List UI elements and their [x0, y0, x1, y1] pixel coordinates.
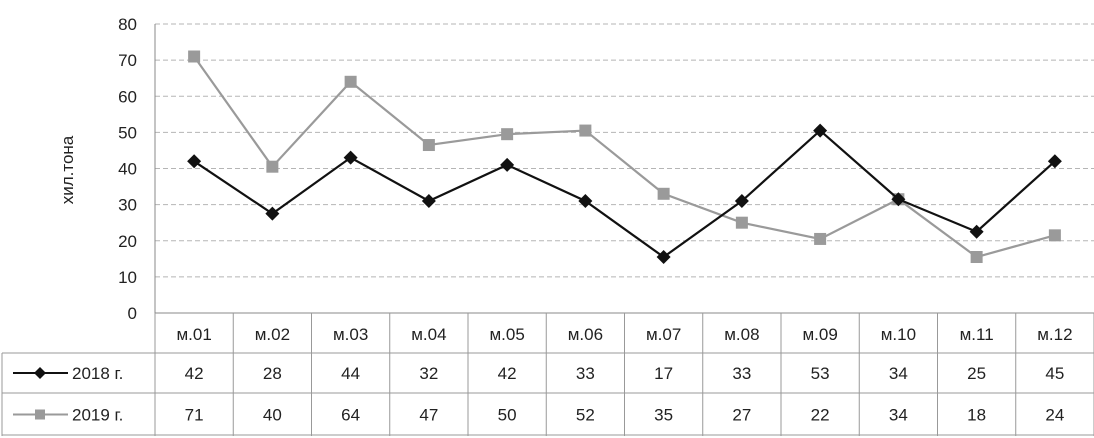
- data-label: 27: [732, 406, 751, 425]
- data-label: 50: [498, 406, 517, 425]
- data-point: [266, 160, 279, 173]
- x-tick-label: м.06: [568, 325, 603, 344]
- data-label: 33: [576, 364, 595, 383]
- data-label: 34: [889, 364, 908, 383]
- x-tick-label: м.01: [176, 325, 211, 344]
- data-label: 71: [185, 406, 204, 425]
- data-point: [969, 224, 984, 239]
- grid-lines: [154, 23, 1094, 314]
- y-tick-label: 40: [118, 160, 137, 179]
- data-point: [343, 150, 358, 165]
- data-point: [814, 232, 827, 245]
- x-tick-label: м.03: [333, 325, 368, 344]
- data-point: [422, 139, 435, 152]
- data-label: 28: [263, 364, 282, 383]
- data-point: [265, 206, 280, 221]
- legend-entry: 2018 г.: [72, 364, 123, 383]
- x-tick-label: м.10: [881, 325, 916, 344]
- data-label: 17: [654, 364, 673, 383]
- data-label: 52: [576, 406, 595, 425]
- data-label: 42: [498, 364, 517, 383]
- data-point: [657, 187, 670, 200]
- y-axis-ticks: 0 10 20 30 40 50 60 70 80: [118, 15, 137, 323]
- x-tick-label: м.02: [255, 325, 290, 344]
- data-label: 47: [419, 406, 438, 425]
- data-point: [735, 216, 748, 229]
- data-point: [578, 194, 593, 209]
- data-label: 35: [654, 406, 673, 425]
- y-axis-label: хил.тона: [58, 135, 77, 204]
- data-point: [344, 75, 357, 88]
- data-point: [501, 128, 514, 141]
- data-point: [579, 124, 592, 137]
- y-tick-label: 80: [118, 15, 137, 34]
- data-point: [813, 123, 828, 138]
- data-label: 40: [263, 406, 282, 425]
- data-label: 25: [967, 364, 986, 383]
- x-tick-label: м.11: [960, 325, 994, 344]
- data-point: [970, 251, 983, 264]
- data-label: 34: [889, 406, 908, 425]
- data-label: 32: [419, 364, 438, 383]
- x-tick-label: м.12: [1037, 325, 1072, 344]
- data-label: 42: [185, 364, 204, 383]
- data-point: [1047, 154, 1062, 169]
- x-tick-label: м.07: [646, 325, 681, 344]
- data-point: [187, 154, 202, 169]
- y-tick-label: 30: [118, 196, 137, 215]
- data-label: 24: [1045, 406, 1064, 425]
- data-table: м.01 м.02 м.03 м.04 м.05 м.06 м.07 м.08 м.09 м.10…: [1, 313, 1094, 436]
- y-tick-label: 0: [128, 304, 137, 323]
- series-line: [193, 55, 1056, 259]
- data-point: [734, 194, 749, 209]
- data-point: [891, 192, 906, 207]
- x-tick-label: м.04: [411, 325, 446, 344]
- y-tick-label: 50: [118, 123, 137, 142]
- data-point: [500, 157, 515, 172]
- data-point: [656, 250, 671, 265]
- data-point: [421, 194, 436, 209]
- data-point: [188, 50, 201, 63]
- data-label: 45: [1045, 364, 1064, 383]
- y-tick-label: 10: [118, 268, 137, 287]
- y-tick-label: 20: [118, 232, 137, 251]
- x-tick-label: м.08: [724, 325, 759, 344]
- data-label: 18: [967, 406, 986, 425]
- series-line: [193, 129, 1056, 259]
- data-label: 22: [811, 406, 830, 425]
- series-lines: [187, 50, 1062, 265]
- data-label: 64: [341, 406, 360, 425]
- legend-entry: 2019 г.: [72, 406, 123, 425]
- legend-key-marker: [35, 409, 45, 420]
- x-tick-label: м.09: [802, 325, 837, 344]
- data-point: [1048, 229, 1061, 242]
- x-tick-label: м.05: [489, 325, 524, 344]
- data-label: 44: [341, 364, 360, 383]
- y-tick-label: 70: [118, 51, 137, 70]
- data-label: 33: [732, 364, 751, 383]
- y-tick-label: 60: [118, 87, 137, 106]
- legend-key-marker: [34, 367, 46, 379]
- data-label: 53: [811, 364, 830, 383]
